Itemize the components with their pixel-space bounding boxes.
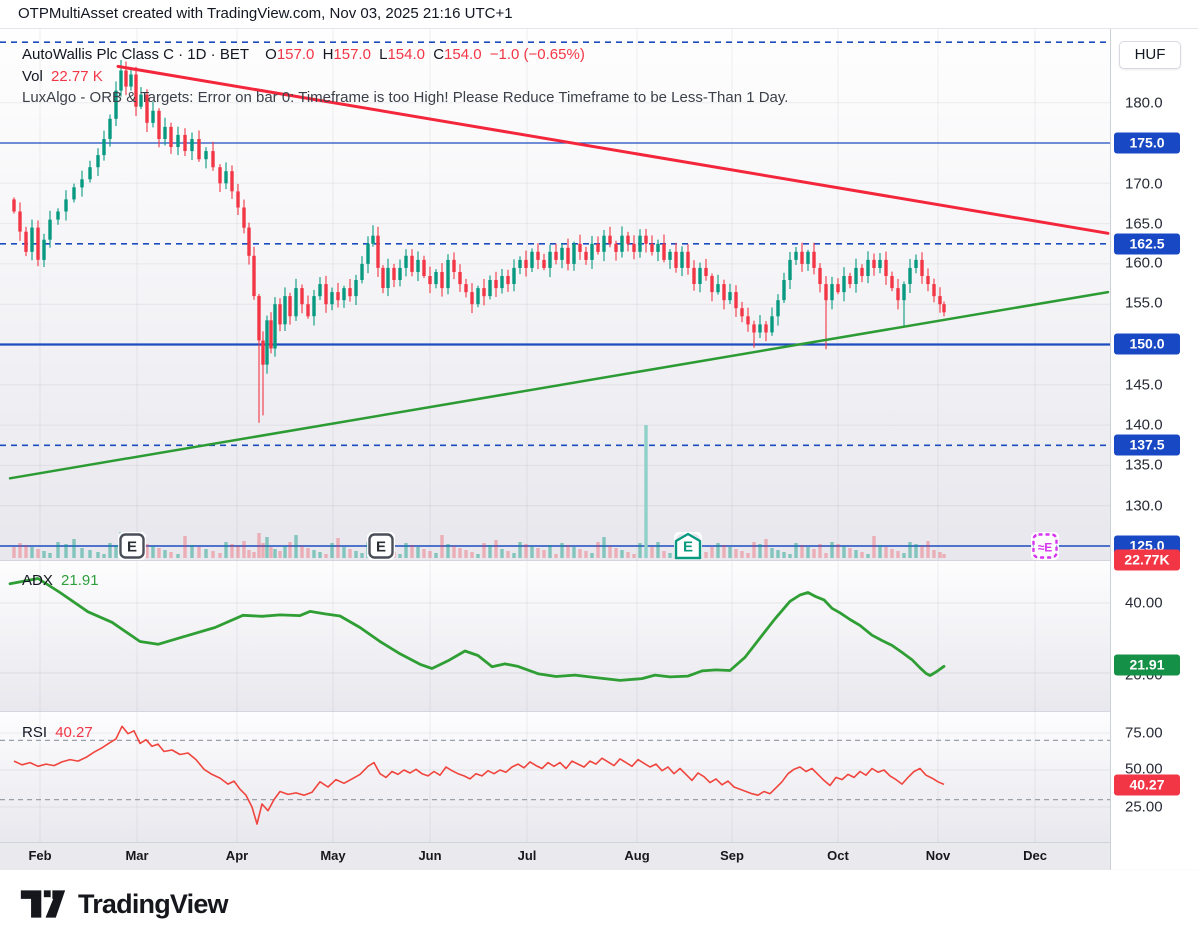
low-label: L <box>379 46 388 63</box>
adx-value-badge: 21.91 <box>1114 654 1180 676</box>
time-axis-label-nov: Nov <box>925 848 951 863</box>
symbol-description: AutoWallis Plc Class C · 1D · BET <box>22 46 249 63</box>
earnings-marker-confirmed[interactable]: E <box>673 531 703 565</box>
rsi-label: RSI <box>22 724 48 741</box>
volume-label: Vol <box>22 68 43 85</box>
chart-area: AutoWallis Plc Class C · 1D · BET O157.0… <box>0 28 1198 870</box>
time-axis-label-feb: Feb <box>28 848 52 863</box>
volume-legend: Vol 22.77 K <box>22 68 107 85</box>
rsi-pane-canvas[interactable] <box>0 712 1110 842</box>
time-axis-label-sep: Sep <box>720 848 744 863</box>
adx-legend: ADX 21.91 <box>22 572 103 589</box>
main-price-pane-canvas[interactable] <box>0 29 1110 560</box>
earnings-marker-projected[interactable]: ≈E <box>1030 531 1060 565</box>
adx-tick-40.00: 40.00 <box>1125 594 1163 612</box>
svg-text:≈E: ≈E <box>1038 541 1053 555</box>
time-axis-label-aug: Aug <box>624 848 650 863</box>
price-tick-135.0: 135.0 <box>1125 456 1163 474</box>
pane-separator[interactable] <box>0 711 1198 712</box>
price-scale[interactable]: HUF 180.0 170.0 165.0 160.0 155.0 145.0 140.0 1… <box>1110 29 1198 869</box>
change-value: −1.0 (−0.65%) <box>489 46 585 63</box>
price-tick-180.0: 180.0 <box>1125 94 1163 112</box>
snapshot-title: OTPMultiAsset created with TradingView.c… <box>18 5 513 22</box>
earnings-marker-past[interactable]: E <box>366 531 396 565</box>
pane-separator[interactable] <box>0 560 1198 561</box>
indicator-error-message: LuxAlgo - ORB & Targets: Error on bar 0:… <box>22 89 789 106</box>
tradingview-logo[interactable]: TradingView <box>20 886 229 922</box>
price-level-badge-175.0: 175.0 <box>1114 132 1180 154</box>
tradingview-logo-text: TradingView <box>78 888 229 919</box>
close-label: C <box>433 46 445 63</box>
price-tick-140.0: 140.0 <box>1125 416 1163 434</box>
rsi-value: 40.27 <box>55 724 93 741</box>
adx-pane-canvas[interactable] <box>0 561 1110 711</box>
time-axis-label-oct: Oct <box>827 848 849 863</box>
price-tick-170.0: 170.0 <box>1125 175 1163 193</box>
time-axis-label-jul: Jul <box>517 848 537 863</box>
price-tick-165.0: 165.0 <box>1125 215 1163 233</box>
tradingview-logo-mark <box>20 890 66 918</box>
rsi-tick-50.00: 50.00 <box>1125 760 1163 778</box>
time-axis-label-mar: Mar <box>125 848 149 863</box>
price-tick-160.0: 160.0 <box>1125 254 1163 272</box>
open-label: O <box>265 46 277 63</box>
rsi-tick-75.00: 75.00 <box>1125 724 1163 742</box>
time-axis-label-jun: Jun <box>418 848 442 863</box>
price-level-badge-162.5: 162.5 <box>1114 233 1180 255</box>
volume-badge: 22.77K <box>1114 549 1180 571</box>
svg-text:E: E <box>683 539 693 556</box>
low-value: 154.0 <box>387 46 426 63</box>
rsi-value-badge: 40.27 <box>1114 774 1180 796</box>
open-value: 157.0 <box>276 46 315 63</box>
price-tick-155.0: 155.0 <box>1125 294 1163 312</box>
svg-text:E: E <box>127 539 137 556</box>
price-tick-130.0: 130.0 <box>1125 497 1163 515</box>
earnings-marker-past[interactable]: E <box>117 531 147 565</box>
time-axis-label-may: May <box>320 848 346 863</box>
rsi-tick-25.00: 25.00 <box>1125 798 1163 816</box>
close-value: 154.0 <box>444 46 482 63</box>
time-axis[interactable]: Feb Mar Apr May Jun Jul Aug Sep Oct Nov Dec <box>0 842 1110 870</box>
symbol-legend: AutoWallis Plc Class C · 1D · BET O157.0… <box>22 46 589 63</box>
footer: TradingView <box>0 868 1198 944</box>
price-level-badge-150.0: 150.0 <box>1114 333 1180 355</box>
high-label: H <box>322 46 334 63</box>
adx-label: ADX <box>22 572 53 589</box>
price-level-badge-137.5: 137.5 <box>1114 434 1180 456</box>
volume-value: 22.77 K <box>51 68 103 85</box>
time-axis-label-apr: Apr <box>225 848 249 863</box>
high-value: 157.0 <box>333 46 371 63</box>
time-axis-label-dec: Dec <box>1023 848 1047 863</box>
rsi-legend: RSI 40.27 <box>22 724 97 741</box>
currency-button[interactable]: HUF <box>1119 41 1181 69</box>
adx-value: 21.91 <box>61 572 99 589</box>
price-tick-145.0: 145.0 <box>1125 376 1163 394</box>
svg-text:E: E <box>376 539 386 556</box>
